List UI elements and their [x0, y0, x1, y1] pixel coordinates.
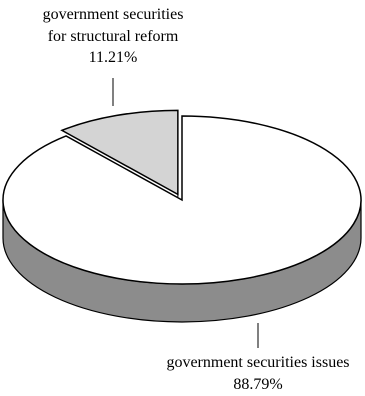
small-slice-value-label: 11.21%	[89, 49, 138, 66]
large-slice-label: government securities issues	[166, 354, 349, 371]
small-slice-label-line-2: for structural reform	[48, 28, 179, 45]
pie-slice-1	[2, 115, 362, 285]
pie-slice-0	[60, 109, 179, 196]
large-slice-value-label: 88.79%	[233, 376, 282, 393]
small-slice-label-line-1: government securities	[43, 6, 184, 23]
pie-tops	[2, 109, 362, 285]
